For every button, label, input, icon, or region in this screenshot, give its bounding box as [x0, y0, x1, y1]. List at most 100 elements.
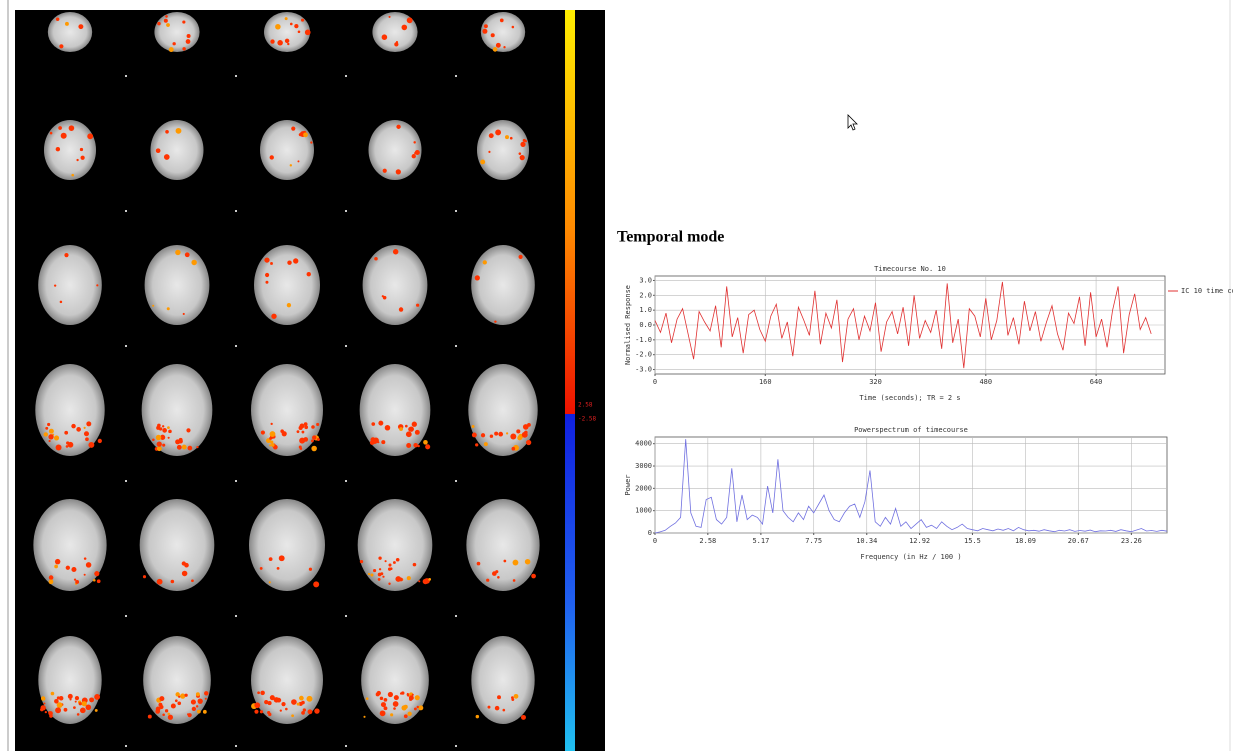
activation-spot: [412, 562, 417, 567]
activation-spot: [520, 714, 526, 720]
activation-spot: [294, 23, 299, 29]
activation-spot: [372, 568, 377, 573]
activation-spot: [414, 429, 420, 435]
activation-spot: [83, 431, 90, 437]
activation-spot: [483, 24, 488, 29]
activation-spot: [162, 443, 166, 447]
activation-spot: [378, 420, 384, 426]
activation-spot: [76, 427, 81, 432]
activation-spot: [483, 442, 488, 447]
activation-spot: [287, 42, 290, 46]
activation-spot: [67, 693, 73, 699]
activation-spot: [267, 701, 272, 706]
y-tick-label: 3000: [635, 462, 652, 470]
activation-spot: [296, 702, 300, 706]
activation-spot: [289, 164, 293, 167]
activation-spot: [393, 695, 399, 701]
brain-slice: [144, 245, 210, 325]
activation-spot: [480, 159, 486, 165]
brain-slice: [38, 245, 102, 325]
activation-spot: [184, 693, 188, 697]
activation-spot: [413, 141, 416, 144]
activation-spot: [417, 444, 420, 448]
activation-spot: [492, 47, 498, 52]
activation-spot: [270, 262, 273, 265]
activation-spot: [152, 438, 155, 442]
activation-spot: [180, 693, 186, 699]
activation-spot: [59, 44, 64, 49]
activation-spot: [408, 426, 414, 432]
activation-spot: [411, 154, 416, 159]
activation-spot: [269, 444, 272, 447]
brain-slice: [43, 120, 97, 180]
brain-slice: [361, 636, 429, 724]
activation-spot: [48, 711, 51, 714]
activation-spot: [297, 160, 300, 163]
activation-spot: [296, 430, 300, 434]
brain-slice: [139, 499, 215, 591]
activation-spot: [264, 257, 270, 263]
grid-dot: [125, 210, 127, 212]
activation-spot: [404, 424, 408, 428]
activation-spot: [287, 260, 292, 265]
activation-spot: [172, 42, 176, 46]
activation-spot: [382, 295, 387, 300]
activation-spot: [76, 713, 80, 716]
activation-spot: [392, 701, 399, 707]
activation-spot: [87, 133, 94, 140]
activation-spot: [489, 434, 494, 438]
activation-spot: [406, 693, 409, 696]
activation-spot: [418, 705, 424, 711]
activation-spot: [298, 425, 303, 431]
grid-dot: [125, 480, 127, 482]
activation-spot: [281, 431, 287, 437]
activation-spot: [259, 567, 263, 570]
x-axis-label: Frequency (in Hz / 100 ): [860, 553, 961, 561]
brain-slice: [38, 636, 102, 724]
brain-slice: [471, 636, 535, 724]
activation-spot: [395, 557, 400, 562]
activation-spot: [406, 443, 412, 448]
activation-spot: [174, 699, 178, 703]
activation-spot: [495, 570, 499, 574]
x-tick-label: 10.34: [856, 537, 877, 545]
x-tick-label: 5.17: [752, 537, 769, 545]
activation-spot: [165, 129, 169, 134]
x-tick-label: 7.75: [805, 537, 822, 545]
activation-spot: [291, 126, 296, 131]
activation-spot: [271, 443, 275, 447]
activation-spot: [392, 561, 396, 564]
activation-spot: [195, 692, 200, 697]
activation-spot: [370, 437, 376, 443]
activation-spot: [488, 150, 491, 153]
colorbar-label: -2.58: [578, 416, 596, 423]
activation-spot: [405, 431, 412, 438]
grid-dot: [455, 210, 457, 212]
activation-spot: [257, 691, 260, 695]
grid-dot: [345, 210, 347, 212]
activation-spot: [413, 442, 418, 448]
activation-spot: [511, 698, 515, 701]
brain-slice: [150, 120, 204, 180]
activation-spot: [71, 566, 77, 573]
activation-spot: [475, 443, 479, 447]
activation-spot: [423, 439, 428, 445]
activation-spot: [376, 690, 381, 696]
activation-spot: [43, 432, 48, 437]
activation-spot: [378, 556, 382, 560]
activation-spot: [490, 33, 495, 38]
activation-spot: [65, 565, 70, 570]
brain-slice: [471, 245, 535, 325]
activation-spot: [518, 254, 523, 259]
activation-spot: [71, 173, 75, 177]
activation-spot: [68, 125, 75, 131]
activation-spot: [58, 695, 64, 701]
grid-dot: [235, 480, 237, 482]
activation-spot: [382, 168, 387, 173]
activation-spot: [273, 697, 280, 703]
activation-spot: [175, 692, 180, 697]
activation-spot: [156, 441, 162, 447]
activation-spot: [163, 18, 168, 23]
activation-spot: [177, 701, 182, 706]
activation-spot: [418, 580, 421, 583]
